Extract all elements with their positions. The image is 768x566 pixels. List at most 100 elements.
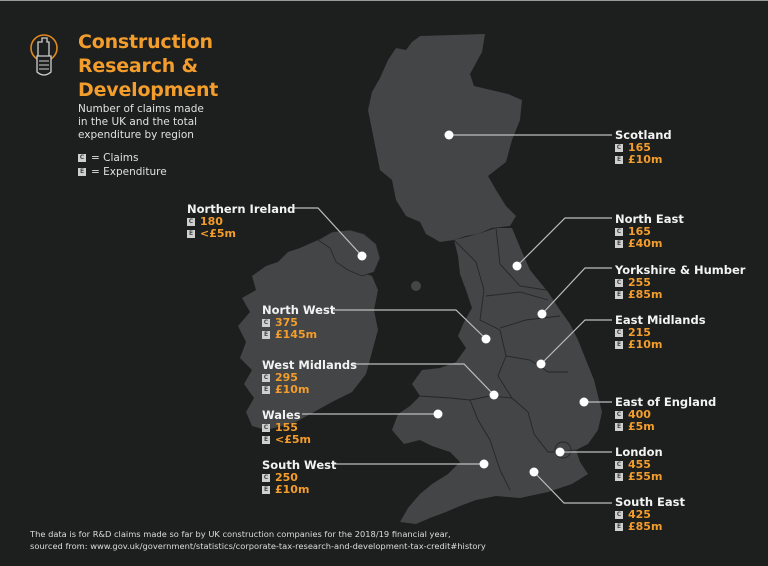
expenditure-value: £5m — [628, 420, 655, 433]
region-east-of-england: East of England C 400 E £5m — [615, 395, 716, 433]
claims-value: 250 — [275, 471, 298, 484]
expenditure-badge-icon: E — [262, 486, 270, 494]
expenditure-badge-icon: E — [615, 291, 623, 299]
claims-badge-icon: C — [262, 424, 270, 432]
expenditure-badge-icon: E — [615, 341, 623, 349]
claims-badge-icon: C — [615, 411, 623, 419]
region-name: Northern Ireland — [187, 202, 296, 216]
region-name: Wales — [262, 408, 301, 422]
isle-of-man — [411, 281, 421, 291]
expenditure-value: £85m — [628, 288, 663, 301]
map-pin-icon — [433, 409, 443, 419]
source-footnote: The data is for R&D claims made so far b… — [30, 528, 486, 552]
expenditure-value: £40m — [628, 237, 663, 250]
region-north-east: North East C 165 E £40m — [615, 212, 684, 250]
claims-badge-icon: C — [615, 144, 623, 152]
region-name: East of England — [615, 395, 717, 409]
region-london: London C 455 E £55m — [615, 445, 663, 483]
map-pin-icon — [479, 459, 489, 469]
map-pin-icon — [536, 359, 546, 369]
expenditure-badge-icon: E — [262, 386, 270, 394]
claims-value: 165 — [628, 141, 651, 154]
expenditure-value: £10m — [628, 153, 663, 166]
page-title: Construction Research & Development — [78, 30, 278, 102]
claims-badge-icon: C — [615, 329, 623, 337]
expenditure-value: £145m — [275, 328, 318, 341]
claims-value: 455 — [628, 458, 651, 471]
region-west-midlands: West Midlands C 295 E £10m — [262, 358, 357, 396]
claims-badge-icon: C — [262, 474, 270, 482]
region-name: West Midlands — [262, 358, 358, 372]
claims-badge-icon: C — [262, 319, 270, 327]
claims-value: 165 — [628, 225, 651, 238]
claims-badge-icon: C — [187, 218, 195, 226]
legend-label: = Expenditure — [91, 166, 167, 178]
region-scotland: Scotland C 165 E £10m — [615, 128, 672, 166]
expenditure-value: £85m — [628, 520, 663, 533]
claims-badge-icon: C — [615, 228, 623, 236]
region-name: Scotland — [615, 128, 672, 142]
scotland-landmass — [368, 34, 522, 242]
region-name: Yorkshire & Humber — [615, 263, 746, 277]
ireland-landmass — [238, 240, 378, 430]
region-name: North West — [262, 303, 336, 317]
claims-value: 425 — [628, 508, 651, 521]
legend-claims: C = Claims — [78, 151, 167, 165]
map-pin-icon — [529, 467, 539, 477]
claims-badge-icon: C — [615, 511, 623, 519]
map-pin-icon — [489, 390, 499, 400]
expenditure-badge-icon: E — [615, 473, 623, 481]
expenditure-value: £55m — [628, 470, 663, 483]
claims-value: 255 — [628, 276, 651, 289]
region-wales: Wales C 155 E <£5m — [262, 408, 311, 446]
region-north-west: North West C 375 E £145m — [262, 303, 335, 341]
footnote-source-link: sourced from: www.gov.uk/government/stat… — [30, 541, 486, 551]
region-south-west: South West C 250 E £10m — [262, 458, 336, 496]
expenditure-value: <£5m — [275, 433, 311, 446]
region-northern-ireland: Northern Ireland C 180 E <£5m — [187, 202, 295, 240]
legend: C = Claims E = Expenditure — [78, 151, 167, 179]
map-pin-icon — [357, 251, 367, 261]
claims-badge-icon: C — [78, 154, 86, 162]
lightbulb-building-icon — [30, 34, 58, 76]
title-line: Development — [78, 79, 219, 101]
region-name: South West — [262, 458, 337, 472]
subtitle-line: Number of claims made — [78, 103, 204, 115]
map-pin-icon — [555, 447, 565, 457]
map-pin-icon — [579, 397, 589, 407]
map-pin-icon — [537, 309, 547, 319]
expenditure-value: £10m — [275, 483, 310, 496]
map-pin-icon — [444, 130, 454, 140]
expenditure-value: <£5m — [200, 227, 236, 240]
legend-expenditure: E = Expenditure — [78, 165, 167, 179]
subtitle-line: expenditure by region — [78, 129, 194, 141]
footnote-line: The data is for R&D claims made so far b… — [30, 529, 451, 539]
region-name: North East — [615, 212, 684, 226]
claims-badge-icon: C — [615, 461, 623, 469]
subtitle-line: in the UK and the total — [78, 116, 198, 128]
expenditure-badge-icon: E — [615, 156, 623, 164]
legend-label: = Claims — [91, 152, 139, 164]
northern-ireland-landmass — [317, 229, 381, 277]
region-south-east: South East C 425 E £85m — [615, 495, 685, 533]
region-name: London — [615, 445, 663, 459]
subtitle: Number of claims made in the UK and the … — [78, 103, 258, 142]
leader-lines — [293, 134, 612, 504]
title-line: Research & — [78, 55, 198, 77]
expenditure-badge-icon: E — [187, 230, 195, 238]
region-yorkshire-humber: Yorkshire & Humber C 255 E £85m — [615, 263, 745, 301]
claims-value: 375 — [275, 316, 298, 329]
claims-value: 215 — [628, 326, 651, 339]
map-pin-icon — [481, 334, 491, 344]
map-pin-icon — [512, 261, 522, 271]
region-name: East Midlands — [615, 313, 706, 327]
claims-badge-icon: C — [615, 279, 623, 287]
claims-value: 180 — [200, 215, 223, 228]
england-wales-landmass — [392, 228, 602, 524]
title-line: Construction — [78, 31, 213, 53]
expenditure-badge-icon: E — [78, 168, 86, 176]
expenditure-value: £10m — [275, 383, 310, 396]
top-border — [0, 0, 768, 1]
claims-value: 295 — [275, 371, 298, 384]
